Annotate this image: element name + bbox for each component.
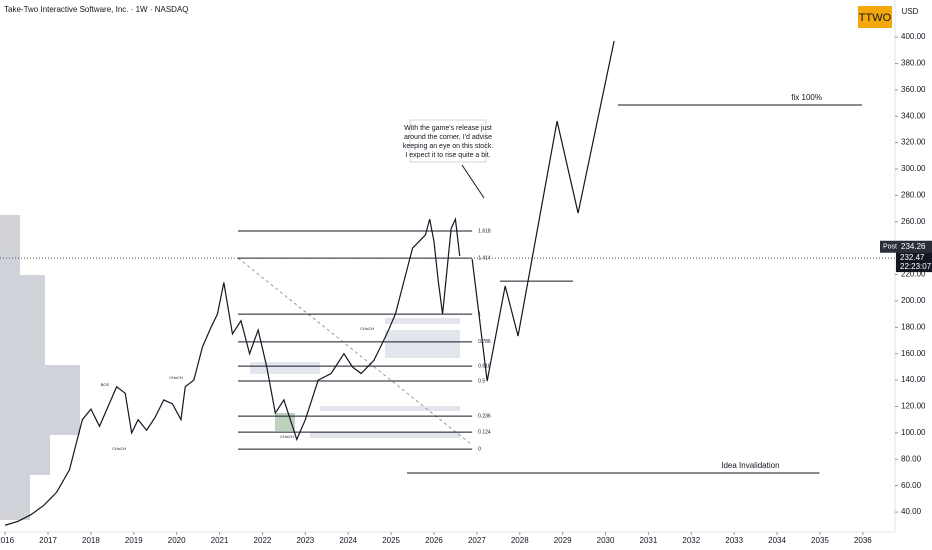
x-tick-label: 2022 [254,536,272,545]
fib-label: 0.786 [478,339,491,345]
fib-label: 1.414 [478,255,491,261]
note-line: keeping an eye on this stock. [403,143,493,150]
level-label: Idea Invalidation [721,461,779,470]
y-tick-label: 340.00 [901,111,926,120]
x-tick-label: 2023 [296,536,314,545]
chart-title: Take-Two Interactive Software, Inc. · 1W… [4,5,189,14]
y-tick-label: 100.00 [901,428,926,437]
x-tick-label: 2016 [0,536,15,545]
x-tick-label: 2035 [811,536,829,545]
x-tick-label: 2033 [725,536,743,545]
y-tick-label: 60.00 [901,481,922,490]
x-tick-label: 2031 [640,536,658,545]
y-tick-label: 200.00 [901,296,926,305]
y-tick-label: 380.00 [901,59,926,68]
note-box [409,119,487,163]
structure-label: CHoCH [360,326,374,331]
fib-label: 0.124 [478,429,491,435]
fib-label: 1.618 [478,228,491,234]
post-price: 234.26 [901,242,926,251]
x-tick-label: 2032 [682,536,700,545]
y-tick-label: 80.00 [901,454,922,463]
note-line: I expect it to rise quite a bit. [405,152,490,159]
x-tick-label: 2017 [39,536,57,545]
note-arrow [461,164,485,199]
structure-label: CHoCH [169,375,183,380]
symbol-badge [858,6,892,28]
x-tick-label: 2036 [854,536,872,545]
y-tick-label: 400.00 [901,32,926,41]
structure-label: BOS [101,382,110,387]
x-tick-label: 2026 [425,536,443,545]
structure-label: CHoCH [112,446,126,451]
fib-label: 1 [478,311,481,317]
countdown: 22:23:07 [900,262,932,271]
trend-line [237,257,473,446]
x-tick-label: 2021 [211,536,229,545]
y-tick-label: 300.00 [901,164,926,173]
x-tick-label: 2034 [768,536,786,545]
x-tick-label: 2018 [82,536,100,545]
x-tick-label: 2024 [339,536,357,545]
x-tick-label: 2027 [468,536,486,545]
y-tick-label: 120.00 [901,402,926,411]
x-tick-label: 2020 [168,536,186,545]
fib-label: 0 [478,446,481,452]
x-tick-label: 2019 [125,536,143,545]
y-tick-label: 280.00 [901,190,926,199]
note-line: around the corner, I'd advise [404,134,492,141]
y-tick-label: 220.00 [901,270,926,279]
x-tick-label: 2028 [511,536,529,545]
structure-label: CHoCH [280,434,294,439]
post-label: Post [883,244,897,251]
fib-label: 0.5 [478,378,485,384]
y-tick-label: 140.00 [901,375,926,384]
x-tick-label: 2030 [597,536,615,545]
last-price-tag [896,252,932,273]
note-line: With the game's release just [404,125,492,132]
y-tick-label: 40.00 [901,507,922,516]
level-label: fix 100% [791,93,822,102]
last-price: 232.47 [900,253,925,262]
projection-path [471,40,615,382]
x-tick-label: 2029 [554,536,572,545]
price-line [4,216,461,526]
x-tick-label: 2025 [382,536,400,545]
y-tick-label: 180.00 [901,322,926,331]
volume-profile [0,215,80,520]
y-tick-label: 320.00 [901,138,926,147]
y-tick-label: 160.00 [901,349,926,358]
fib-label: 0.618 [478,363,491,369]
fib-label: 0.236 [478,413,491,419]
post-tag [880,240,932,253]
symbol: TTWO [859,12,892,24]
y-tick-label: 260.00 [901,217,926,226]
currency: USD [902,7,919,16]
y-tick-label: 360.00 [901,85,926,94]
